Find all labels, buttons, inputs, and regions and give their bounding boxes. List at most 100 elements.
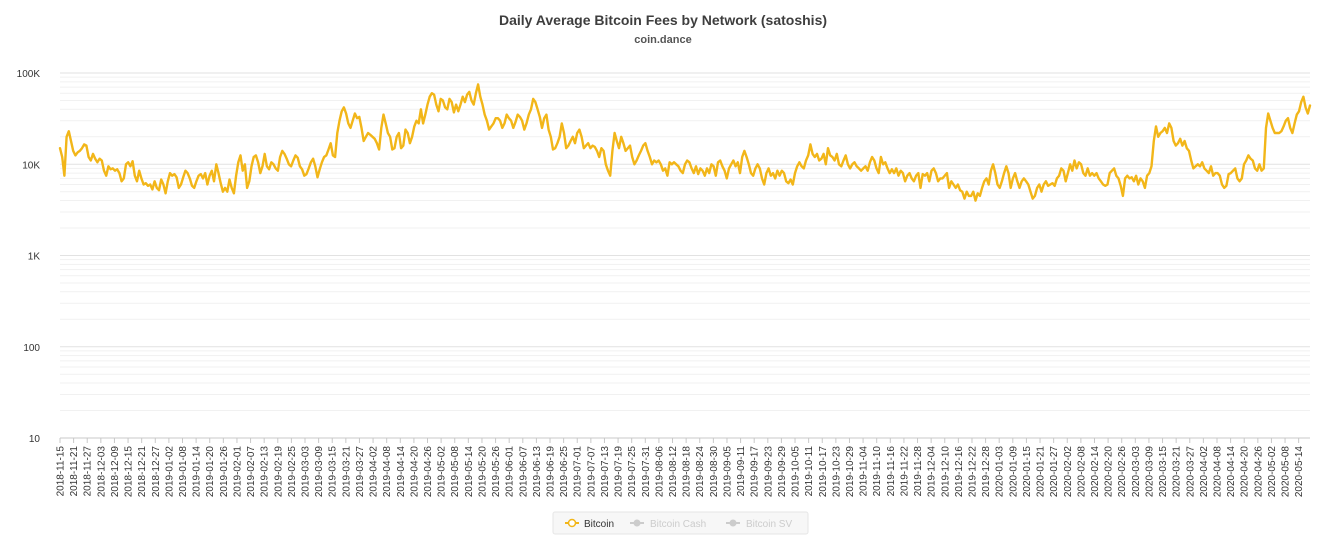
x-tick-label: 2020-04-26: [1253, 446, 1264, 498]
y-axis: 100K 10K 1K 100 10: [17, 69, 41, 445]
x-tick-label: 2018-11-15: [56, 446, 67, 497]
x-tick-label: 2019-09-17: [750, 446, 761, 498]
x-tick-label: 2019-03-09: [314, 446, 325, 498]
x-tick-label: 2020-02-14: [1090, 446, 1101, 498]
x-tick-label: 2019-02-07: [246, 446, 257, 498]
x-tick-label: 2018-12-27: [151, 446, 162, 498]
x-tick-label: 2019-08-30: [709, 446, 720, 498]
x-tick-label: 2019-10-11: [804, 446, 815, 497]
legend-item-bitcoin-sv[interactable]: Bitcoin SV: [726, 519, 792, 530]
x-tick-label: 2020-02-08: [1076, 446, 1087, 498]
x-tick-label: 2019-03-27: [355, 446, 366, 498]
x-tick-label: 2019-04-08: [382, 446, 393, 498]
x-tick-label: 2019-12-10: [940, 446, 951, 498]
x-tick-label: 2020-01-27: [1049, 446, 1060, 498]
legend: Bitcoin Bitcoin Cash Bitcoin SV: [552, 511, 809, 535]
x-tick-label: 2019-12-28: [981, 446, 992, 498]
x-tick-label: 2020-01-03: [995, 446, 1006, 498]
legend-item-bitcoin-cash[interactable]: Bitcoin Cash: [630, 519, 706, 530]
x-tick-label: 2019-12-22: [967, 446, 978, 498]
x-tick-label: 2019-05-14: [464, 446, 475, 498]
y-tick-label: 100K: [17, 69, 41, 80]
x-tick-label: 2018-12-09: [110, 446, 121, 498]
x-tick-label: 2019-09-23: [763, 446, 774, 498]
legend-label-bitcoin: Bitcoin: [584, 519, 614, 530]
y-tick-label: 100: [23, 343, 40, 354]
legend-marker-bitcoin-sv: [729, 519, 737, 527]
x-tick-label: 2019-06-01: [505, 446, 516, 498]
x-tick-label: 2020-02-20: [1104, 446, 1115, 498]
x-tick-label: 2019-11-16: [886, 446, 897, 497]
x-tick-label: 2019-02-25: [287, 446, 298, 498]
legend-item-bitcoin[interactable]: Bitcoin: [565, 518, 614, 530]
x-tick-label: 2019-04-14: [396, 446, 407, 498]
x-tick-label: 2019-12-16: [954, 446, 965, 498]
x-tick-label: 2019-07-13: [600, 446, 611, 498]
x-tick-label: 2019-07-01: [573, 446, 584, 498]
x-tick-label: 2019-06-07: [518, 446, 529, 498]
x-tick-label: 2020-04-14: [1226, 446, 1237, 498]
x-tick-label: 2019-09-29: [777, 446, 788, 498]
x-tick-label: 2019-04-20: [409, 446, 420, 498]
x-axis: 2018-11-15 2018-11-21 2018-11-27 2018-12-03…: [56, 437, 1310, 498]
x-tick-label: 2020-01-15: [1022, 446, 1033, 498]
y-tick-label: 1K: [28, 252, 41, 263]
x-tick-label: 2019-07-31: [641, 446, 652, 498]
x-tick-label: 2020-05-02: [1267, 446, 1278, 498]
x-tick-label: 2020-01-21: [1036, 446, 1047, 498]
x-tick-label: 2020-03-03: [1131, 446, 1142, 498]
x-tick-label: 2019-03-21: [341, 446, 352, 498]
x-tick-label: 2019-11-22: [899, 446, 910, 497]
x-tick-label: 2020-04-02: [1199, 446, 1210, 498]
x-tick-label: 2020-03-21: [1172, 446, 1183, 498]
x-tick-label: 2019-08-18: [682, 446, 693, 498]
x-tick-label: 2019-09-11: [736, 446, 747, 497]
x-tick-label: 2019-07-25: [627, 446, 638, 498]
legend-box: [552, 511, 809, 535]
plot-area: [58, 83, 1312, 202]
x-tick-label: 2018-12-21: [137, 446, 148, 498]
x-tick-label: 2018-12-15: [124, 446, 135, 498]
x-tick-label: 2019-09-05: [722, 446, 733, 498]
chart-title: Daily Average Bitcoin Fees by Network (s…: [499, 12, 827, 28]
x-tick-label: 2019-01-26: [219, 446, 230, 498]
x-tick-label: 2019-10-05: [791, 446, 802, 498]
x-tick-label: 2019-10-23: [831, 446, 842, 498]
series-line-bitcoin: [58, 83, 1312, 202]
x-tick-label: 2019-05-20: [477, 446, 488, 498]
x-tick-label: 2019-11-28: [913, 446, 924, 497]
x-tick-label: 2019-01-08: [178, 446, 189, 498]
x-tick-label: 2019-06-13: [532, 446, 543, 498]
x-tick-label: 2020-04-20: [1240, 446, 1251, 498]
legend-marker-bitcoin-cash: [633, 519, 641, 527]
x-tick-label: 2019-07-19: [614, 446, 625, 498]
x-tick-label: 2018-11-21: [69, 446, 80, 497]
x-tick-label: 2020-04-08: [1212, 446, 1223, 498]
x-tick-label: 2019-07-07: [586, 446, 597, 498]
legend-label-bitcoin-cash: Bitcoin Cash: [650, 519, 706, 530]
x-tick-label: 2020-02-26: [1117, 446, 1128, 498]
x-tick-label: 2018-12-03: [96, 446, 107, 498]
x-tick-label: 2020-05-08: [1281, 446, 1292, 498]
x-tick-label: 2020-03-15: [1158, 446, 1169, 498]
x-tick-label: 2019-01-02: [164, 446, 175, 498]
x-tick-label: 2018-11-27: [83, 446, 94, 497]
x-tick-label: 2019-05-08: [450, 446, 461, 498]
legend-label-bitcoin-sv: Bitcoin SV: [746, 519, 792, 530]
x-tick-label: 2020-01-09: [1008, 446, 1019, 498]
x-tick-label: 2020-03-27: [1185, 446, 1196, 498]
x-tick-label: 2019-02-13: [260, 446, 271, 498]
grid-lines: [60, 72, 1310, 439]
x-tick-label: 2019-01-20: [205, 446, 216, 498]
x-tick-label: 2019-08-24: [695, 446, 706, 498]
x-tick-label: 2019-10-17: [818, 446, 829, 498]
x-tick-label: 2019-05-26: [491, 446, 502, 498]
x-tick-label: 2019-06-19: [546, 446, 557, 498]
x-tick-label: 2019-04-26: [423, 446, 434, 498]
x-tick-label: 2019-02-19: [273, 446, 284, 498]
x-tick-label: 2019-11-10: [872, 446, 883, 497]
x-tick-label: 2019-03-03: [301, 446, 312, 498]
y-tick-label: 10K: [22, 160, 40, 171]
x-tick-label: 2019-05-02: [437, 446, 448, 498]
